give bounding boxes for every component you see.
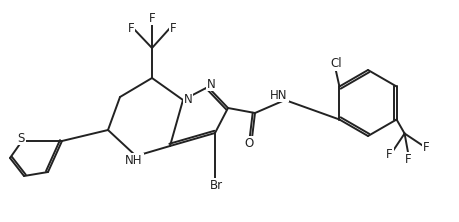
Text: Br: Br — [209, 178, 222, 192]
Text: N: N — [183, 93, 192, 105]
Text: F: F — [148, 12, 155, 24]
Text: HN: HN — [270, 89, 287, 101]
Text: O: O — [244, 137, 253, 149]
Text: Cl: Cl — [330, 57, 341, 70]
Text: F: F — [422, 141, 429, 154]
Text: NH: NH — [125, 153, 142, 166]
Text: F: F — [169, 22, 176, 34]
Text: F: F — [404, 153, 411, 166]
Text: F: F — [386, 148, 392, 161]
Text: F: F — [128, 22, 134, 34]
Text: N: N — [206, 77, 215, 91]
Text: S: S — [17, 131, 25, 145]
